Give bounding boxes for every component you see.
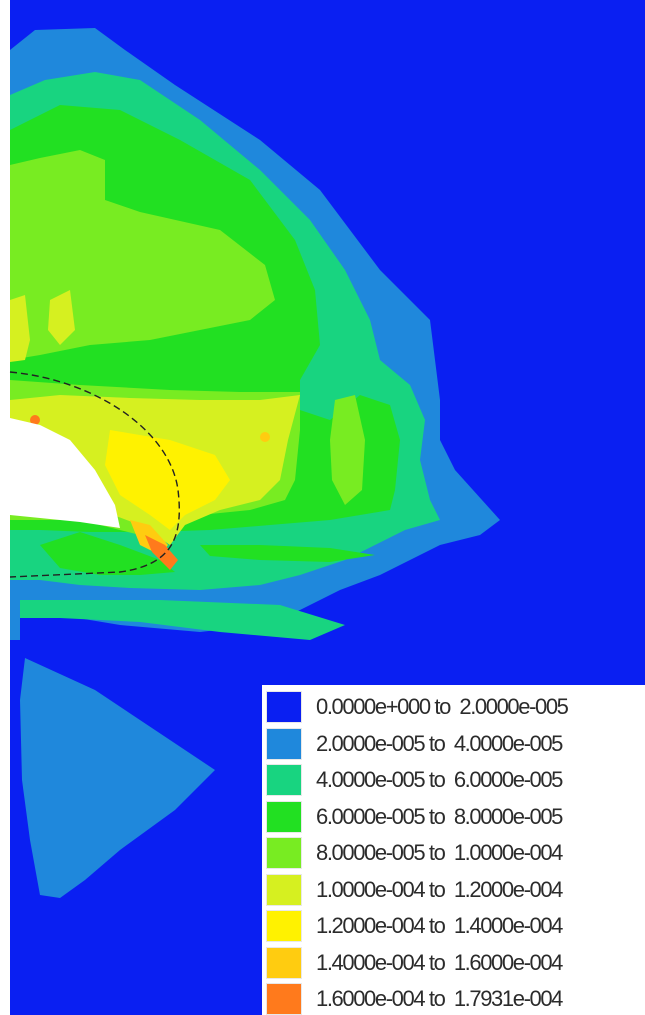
legend-swatch <box>266 910 302 943</box>
legend-label: 1.2000e-004 to 1.4000e-004 <box>316 913 563 939</box>
legend-item: 0.0000e+000 to 2.0000e-005 <box>262 689 645 726</box>
legend-label: 2.0000e-005 to 4.0000e-005 <box>316 730 563 756</box>
legend-item: 2.0000e-005 to 4.0000e-005 <box>262 726 645 763</box>
legend-swatch <box>266 873 302 906</box>
contour-band-level-9-spot <box>145 535 178 570</box>
legend-label: 1.4000e-004 to 1.6000e-004 <box>316 949 563 975</box>
contour-band-level-8-dot <box>260 432 270 442</box>
contour-band-level-4-strip <box>40 532 175 575</box>
legend-swatch <box>266 764 302 797</box>
contour-band-level-5-column <box>330 395 365 505</box>
legend-item: 1.6000e-004 to 1.7931e-004 <box>262 981 645 1015</box>
legend-swatch <box>266 691 302 724</box>
legend-swatch <box>266 983 302 1015</box>
legend-swatch <box>266 800 302 833</box>
left-margin-strip <box>0 0 10 1015</box>
legend-label: 8.0000e-005 to 1.0000e-004 <box>316 840 563 866</box>
contour-band-level-6-upper-patch <box>48 290 75 345</box>
legend-label: 6.0000e-005 to 8.0000e-005 <box>316 803 563 829</box>
legend-label: 1.6000e-004 to 1.7931e-004 <box>316 986 563 1012</box>
contour-band-level-9-dot <box>30 415 40 425</box>
cutout-region <box>10 418 120 528</box>
legend-item: 1.2000e-004 to 1.4000e-004 <box>262 908 645 945</box>
contour-band-level-6-left-patch <box>10 295 30 362</box>
contour-band-level-3-strip <box>20 600 345 640</box>
contour-band-level-7-core <box>105 430 230 530</box>
legend-item: 1.0000e-004 to 1.2000e-004 <box>262 872 645 909</box>
legend-swatch <box>266 837 302 870</box>
legend-item: 1.4000e-004 to 1.6000e-004 <box>262 945 645 982</box>
legend-item: 8.0000e-005 to 1.0000e-004 <box>262 835 645 872</box>
dashed-boundary-arc <box>9 371 180 578</box>
contour-band-level-2-lower <box>20 658 215 898</box>
legend-label: 0.0000e+000 to 2.0000e-005 <box>316 694 569 720</box>
legend-swatch <box>266 946 302 979</box>
contour-band-level-5-upper <box>10 150 275 360</box>
legend-swatch <box>266 727 302 760</box>
legend: 0.0000e+000 to 2.0000e-005 2.0000e-005 t… <box>262 685 645 1015</box>
legend-item: 6.0000e-005 to 8.0000e-005 <box>262 799 645 836</box>
legend-label: 1.0000e-004 to 1.2000e-004 <box>316 876 563 902</box>
legend-label: 4.0000e-005 to 6.0000e-005 <box>316 767 563 793</box>
contour-band-level-4-strip-right <box>200 545 375 562</box>
legend-item: 4.0000e-005 to 6.0000e-005 <box>262 762 645 799</box>
